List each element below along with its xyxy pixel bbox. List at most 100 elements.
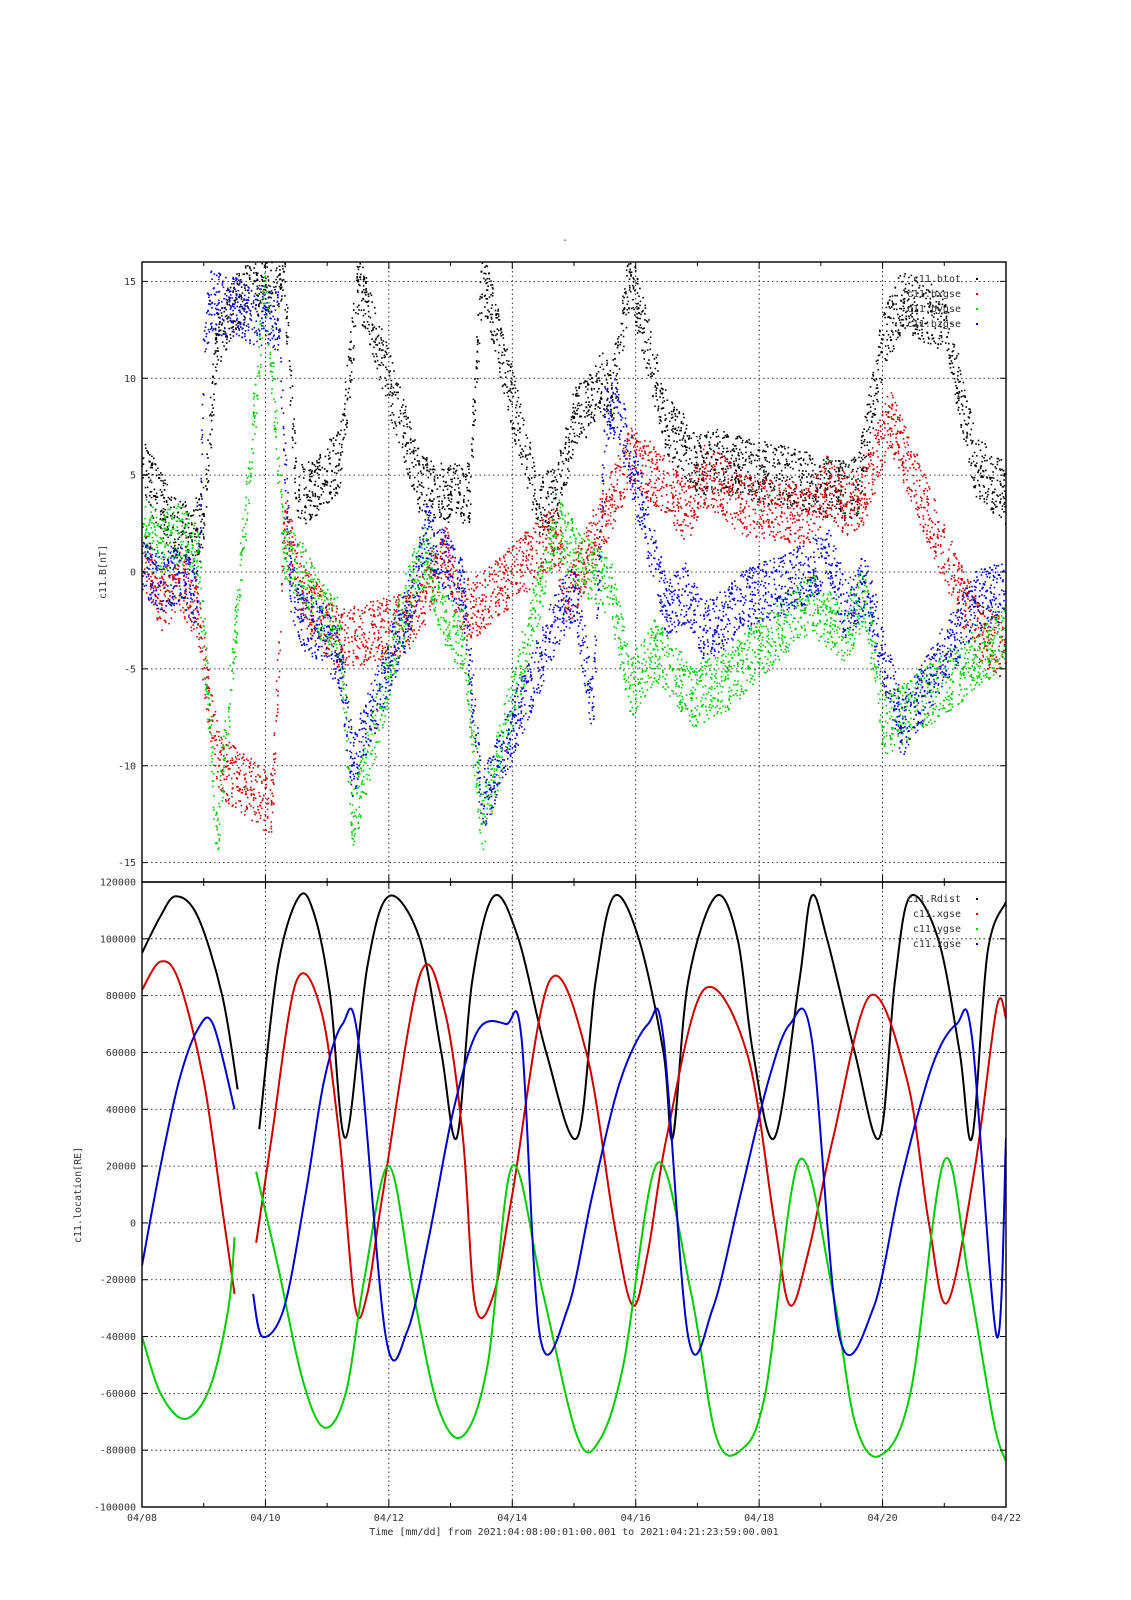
magnetic-field-point — [193, 628, 195, 630]
magnetic-field-point — [537, 516, 540, 519]
magnetic-field-point — [288, 544, 291, 547]
magnetic-field-point — [516, 389, 519, 392]
magnetic-field-point — [972, 477, 974, 479]
magnetic-field-point — [457, 507, 459, 510]
magnetic-field-point — [418, 497, 420, 500]
magnetic-field-point — [721, 456, 723, 459]
magnetic-field-point — [256, 279, 259, 282]
magnetic-field-point — [365, 291, 368, 293]
magnetic-field-point — [322, 483, 325, 485]
magnetic-field-point — [414, 458, 416, 460]
magnetic-field-point — [676, 429, 678, 432]
magnetic-field-point — [816, 491, 819, 494]
magnetic-field-point — [220, 750, 222, 752]
magnetic-field-point — [419, 625, 421, 628]
magnetic-field-point — [158, 616, 161, 618]
magnetic-field-point — [440, 571, 443, 574]
magnetic-field-point — [508, 398, 511, 401]
magnetic-field-point — [233, 761, 235, 764]
magnetic-field-point — [822, 502, 825, 505]
magnetic-field-point — [750, 477, 752, 480]
magnetic-field-point — [416, 594, 419, 597]
magnetic-field-point — [369, 651, 371, 653]
magnetic-field-point — [263, 768, 265, 771]
magnetic-field-point — [843, 462, 845, 464]
magnetic-field-point — [439, 555, 442, 558]
magnetic-field-point — [352, 664, 355, 667]
magnetic-field-point — [385, 604, 388, 607]
magnetic-field-point — [463, 475, 465, 478]
magnetic-field-point — [265, 786, 267, 789]
magnetic-field-point — [589, 378, 591, 381]
magnetic-field-point — [372, 327, 374, 329]
magnetic-field-point — [427, 476, 430, 479]
magnetic-field-point — [331, 609, 334, 612]
magnetic-field-point — [248, 277, 251, 279]
magnetic-field-point — [433, 478, 436, 481]
magnetic-field-point — [311, 470, 313, 472]
magnetic-field-point — [748, 491, 751, 493]
magnetic-field-point — [831, 501, 833, 503]
magnetic-field-point — [384, 651, 387, 654]
magnetic-field-point — [906, 290, 908, 293]
magnetic-field-point — [206, 668, 209, 671]
magnetic-field-point — [276, 276, 279, 278]
magnetic-field-point — [166, 533, 169, 536]
magnetic-field-point — [525, 434, 527, 436]
magnetic-field-point — [565, 457, 567, 460]
magnetic-field-point — [610, 384, 613, 387]
magnetic-field-point — [245, 781, 248, 783]
magnetic-field-point — [643, 358, 646, 360]
magnetic-field-point — [165, 542, 168, 544]
magnetic-field-point — [966, 424, 968, 426]
magnetic-field-point — [567, 458, 570, 460]
magnetic-field-point — [184, 505, 187, 508]
magnetic-field-point — [250, 805, 252, 807]
magnetic-field-point — [604, 374, 606, 377]
magnetic-field-point — [267, 802, 269, 805]
magnetic-field-point — [254, 307, 257, 310]
magnetic-field-point — [488, 310, 490, 313]
magnetic-field-point — [259, 817, 262, 820]
magnetic-field-point — [172, 577, 174, 580]
magnetic-field-point — [418, 596, 421, 598]
magnetic-field-point — [220, 360, 222, 362]
magnetic-field-point — [610, 377, 612, 380]
magnetic-field-point — [350, 340, 353, 343]
magnetic-field-point — [564, 446, 566, 449]
magnetic-field-point — [310, 516, 313, 519]
magnetic-field-point — [200, 636, 202, 638]
magnetic-field-point — [149, 584, 152, 586]
magnetic-field-point — [448, 514, 451, 516]
magnetic-field-point — [636, 303, 638, 305]
magnetic-field-point — [173, 516, 176, 519]
magnetic-field-point — [740, 469, 742, 471]
magnetic-field-point — [181, 521, 184, 523]
magnetic-field-point — [194, 554, 197, 557]
magnetic-field-point — [932, 304, 934, 307]
magnetic-field-point — [583, 428, 585, 431]
magnetic-field-point — [421, 600, 423, 602]
magnetic-field-point — [913, 301, 916, 303]
magnetic-field-point — [738, 480, 741, 483]
magnetic-field-point — [507, 395, 510, 398]
magnetic-field-point — [623, 296, 625, 299]
magnetic-field-point — [178, 585, 181, 587]
magnetic-field-point — [339, 468, 342, 471]
magnetic-field-point — [712, 433, 714, 436]
magnetic-field-point — [154, 495, 157, 497]
magnetic-field-point — [391, 394, 393, 397]
magnetic-field-point — [572, 415, 574, 418]
magnetic-field-point — [447, 493, 450, 496]
magnetic-field-point — [445, 485, 448, 487]
magnetic-field-point — [827, 477, 830, 480]
magnetic-field-point — [222, 773, 225, 776]
magnetic-field-point — [303, 602, 306, 604]
magnetic-field-point — [194, 580, 197, 582]
magnetic-field-point — [150, 588, 152, 590]
magnetic-field-point — [216, 355, 219, 358]
magnetic-field-point — [440, 543, 443, 546]
magnetic-field-point — [214, 734, 217, 737]
magnetic-field-point — [220, 753, 222, 756]
magnetic-field-point — [326, 448, 329, 451]
